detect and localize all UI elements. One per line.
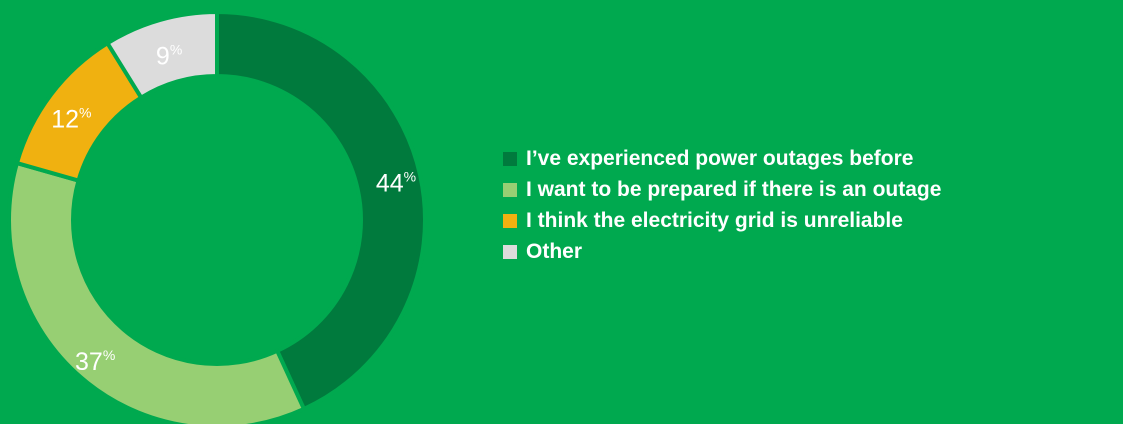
data-label-power-outages: 44% (376, 169, 416, 198)
chart-legend: I’ve experienced power outages before I … (503, 143, 941, 267)
donut-slices (7, 10, 427, 424)
legend-item-power-outages: I’ve experienced power outages before (503, 143, 941, 174)
donut-data-labels: 44% 37% 12% 9% (51, 42, 416, 376)
legend-label-be-prepared: I want to be prepared if there is an out… (526, 177, 942, 201)
legend-label-grid-unreliable: I think the electricity grid is unreliab… (526, 208, 903, 232)
legend-item-be-prepared: I want to be prepared if there is an out… (503, 174, 941, 205)
data-label-other: 9% (156, 42, 182, 71)
legend-swatch-grid-unreliable (503, 213, 517, 228)
data-label-grid-unreliable: 12% (51, 105, 91, 134)
donut-slice-power-outages (215, 10, 427, 411)
legend-label-other: Other (526, 239, 583, 263)
legend-item-grid-unreliable: I think the electricity grid is unreliab… (503, 205, 941, 236)
legend-swatch-other (503, 244, 517, 259)
legend-swatch-be-prepared (503, 182, 517, 197)
legend-swatch-power-outages (503, 151, 517, 166)
legend-item-other: Other (503, 236, 941, 267)
donut-slice-other (105, 10, 219, 100)
data-label-be-prepared: 37% (75, 347, 115, 376)
legend-label-power-outages: I’ve experienced power outages before (526, 146, 914, 170)
donut-slice-be-prepared (7, 161, 306, 424)
